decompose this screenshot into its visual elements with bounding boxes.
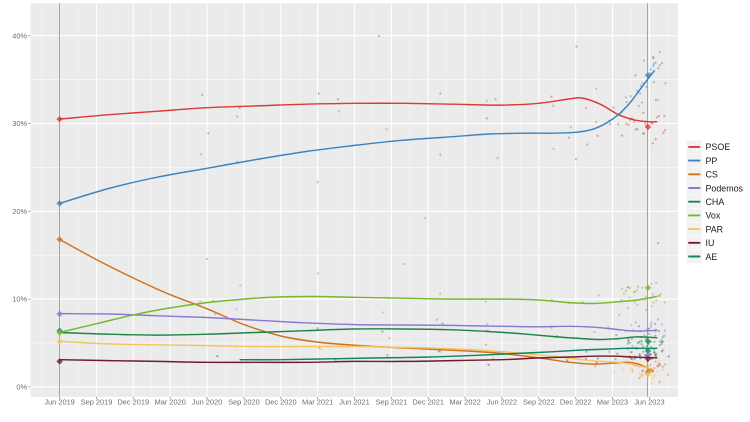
svg-text:20%: 20%: [12, 207, 27, 216]
svg-text:40%: 40%: [12, 31, 27, 40]
svg-text:PP: PP: [706, 156, 718, 166]
svg-text:Jun 2019: Jun 2019: [44, 397, 74, 406]
svg-text:30%: 30%: [12, 119, 27, 128]
svg-text:0%: 0%: [16, 383, 27, 392]
svg-text:Vox: Vox: [706, 211, 721, 221]
svg-text:Dec 2019: Dec 2019: [117, 397, 149, 406]
svg-text:Sep 2019: Sep 2019: [81, 397, 113, 406]
svg-text:CHA: CHA: [706, 197, 725, 207]
svg-text:PSOE: PSOE: [706, 142, 731, 152]
svg-text:PAR: PAR: [706, 224, 724, 234]
svg-text:Mar 2022: Mar 2022: [449, 397, 480, 406]
svg-text:Dec 2022: Dec 2022: [560, 397, 592, 406]
svg-text:10%: 10%: [12, 295, 27, 304]
svg-text:AE: AE: [706, 252, 718, 262]
svg-text:Jun 2023: Jun 2023: [634, 397, 664, 406]
svg-text:Mar 2020: Mar 2020: [155, 397, 186, 406]
svg-text:CS: CS: [706, 170, 718, 180]
svg-text:Dec 2021: Dec 2021: [412, 397, 444, 406]
svg-text:Mar 2021: Mar 2021: [302, 397, 333, 406]
svg-text:IU: IU: [706, 238, 715, 248]
svg-text:Mar 2023: Mar 2023: [597, 397, 628, 406]
svg-text:Podemos: Podemos: [706, 183, 744, 193]
svg-text:Sep 2020: Sep 2020: [228, 397, 260, 406]
svg-text:Sep 2022: Sep 2022: [523, 397, 555, 406]
svg-text:Sep 2021: Sep 2021: [376, 397, 408, 406]
svg-text:Dec 2020: Dec 2020: [265, 397, 297, 406]
svg-text:Jun 2021: Jun 2021: [339, 397, 369, 406]
svg-text:Jun 2020: Jun 2020: [192, 397, 222, 406]
svg-text:Jun 2022: Jun 2022: [487, 397, 517, 406]
